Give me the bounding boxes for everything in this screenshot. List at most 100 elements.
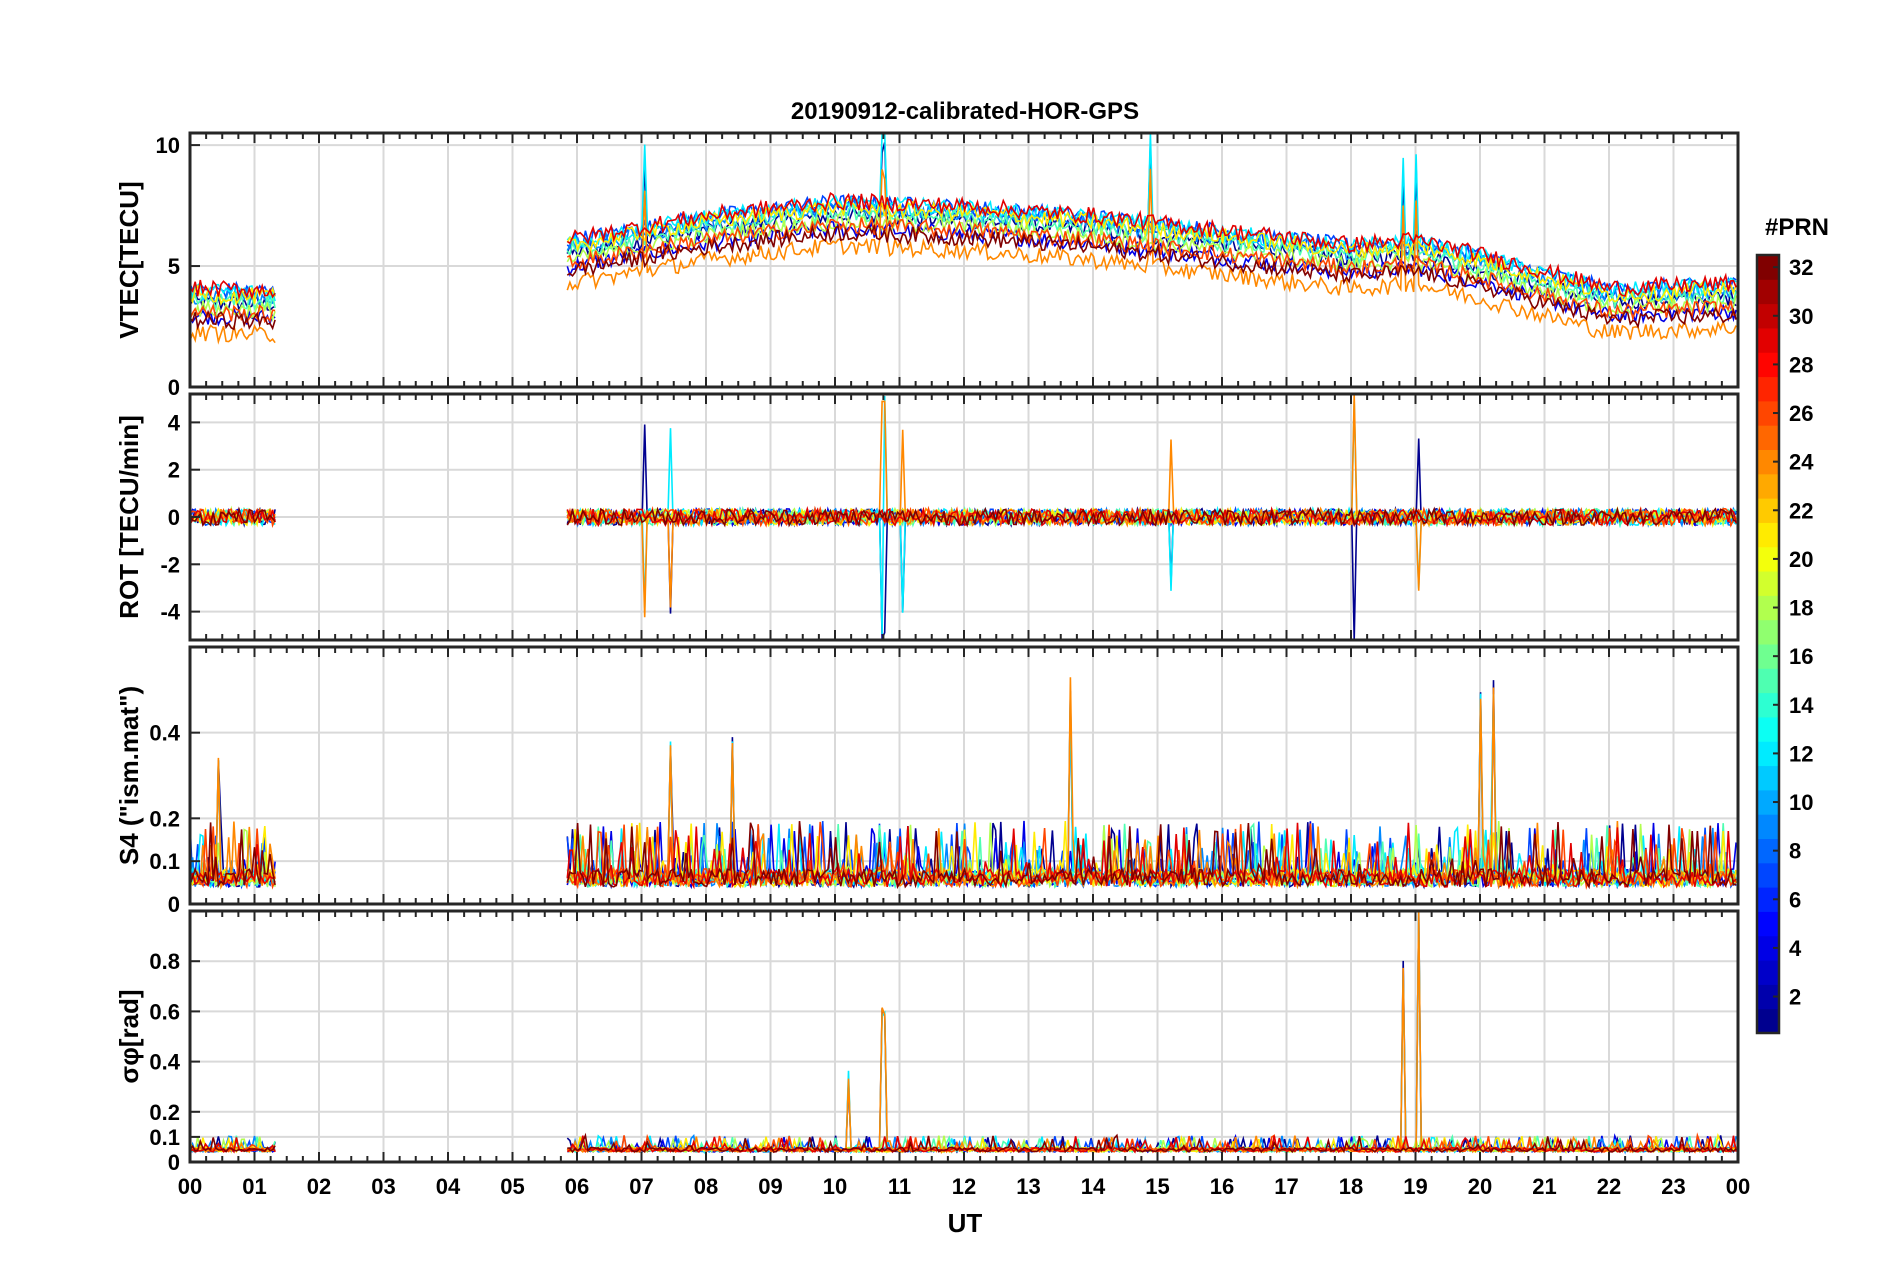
series-vtec [189,132,1737,345]
y-tick-label: 0.2 [149,1100,180,1125]
y-tick-label: 2 [168,458,180,483]
y-tick-label: 4 [168,410,181,435]
prn-32-trace [189,506,276,527]
colorbar-band [1757,668,1779,694]
series-rot [189,393,1737,641]
prn-32-trace [189,822,276,889]
colorbar-band [1757,498,1779,523]
panel-vtec: 0 5 10 VTEC[TECU] [114,131,1740,400]
colorbar-tick-label: 26 [1789,401,1813,426]
y-tick-label: -4 [160,600,180,625]
y-axis-label-s4: S4 ("ism.mat") [114,686,144,865]
colorbar-band [1757,814,1779,839]
x-tick-label: 00 [178,1174,202,1199]
x-tick-label: 01 [242,1174,266,1199]
colorbar-band [1757,911,1779,937]
x-tick-label: 22 [1597,1174,1621,1199]
panel-rot: -4 -2 0 2 4 ROT [TECU/min] [114,392,1740,642]
y-tick-label: -2 [160,552,180,577]
colorbar-band [1757,887,1779,912]
colorbar-band [1757,619,1779,645]
colorbar-band [1757,595,1779,621]
chart-title: 20190912-calibrated-HOR-GPS [791,98,1139,125]
panel-sigma_phi: 00.10.2 0.4 0.6 0.8σφ[rad] 00 01 02 03 04 05 06 07 0… [114,909,1750,1199]
x-tick-label: 23 [1661,1174,1685,1199]
y-tick-label: 0 [168,1150,180,1175]
x-tick-label: 09 [758,1174,782,1199]
colorbar-tick-label: 8 [1789,839,1801,864]
y-tick-label: 0 [168,375,180,400]
x-tick-label: 05 [500,1174,524,1199]
colorbar-tick-label: 10 [1789,790,1813,815]
x-tick-label: 02 [307,1174,331,1199]
prn-21-trace [566,820,1737,890]
x-tick-label: 16 [1210,1174,1234,1199]
prn-32-trace [189,1137,276,1153]
x-tick-label: 17 [1274,1174,1298,1199]
colorbar-band [1757,400,1779,426]
y-tick-label: 0.6 [149,999,180,1024]
colorbar-tick-label: 14 [1789,693,1814,718]
prn-26-trace [189,302,276,324]
x-axis-label: UT [948,1208,983,1238]
colorbar-tick-label: 4 [1789,936,1802,961]
y-tick-label: 0 [168,505,180,530]
colorbar-label: #PRN [1765,214,1829,241]
y-tick-label: 0.1 [149,1125,180,1150]
y-tick-label: 0.1 [149,849,180,874]
colorbar-band [1757,984,1779,1010]
x-tick-label: 12 [952,1174,976,1199]
colorbar-band [1757,303,1779,329]
prn-21-trace [189,284,276,307]
x-tick-label: 13 [1016,1174,1040,1199]
x-tick-label: 06 [565,1174,589,1199]
prn-26-trace [566,821,1737,890]
prn-32-trace [566,821,1737,890]
prn-32-trace [189,309,276,331]
colorbar-band [1757,522,1779,548]
series-sigma_phi [189,910,1737,1155]
y-tick-label: 0 [168,892,180,917]
colorbar-band [1757,838,1779,864]
x-tick-label: 21 [1532,1174,1556,1199]
colorbar-band [1757,571,1779,596]
x-tick-label: 04 [436,1174,461,1199]
colorbar-band [1757,692,1779,718]
y-tick-label: 0.4 [149,1050,180,1075]
colorbar-band [1757,473,1779,499]
colorbar-frame [1755,253,1781,1035]
colorbar-band [1757,327,1779,353]
x-tick-label: 18 [1339,1174,1363,1199]
series-s4 [189,677,1737,890]
colorbar-band [1757,960,1779,985]
prn-29-trace [189,507,276,526]
colorbar-tick-label: 32 [1789,255,1813,280]
colorbar-band [1757,279,1779,305]
colorbar-band [1757,765,1779,791]
y-tick-label: 10 [156,133,180,158]
x-tick-label: 14 [1081,1174,1106,1199]
colorbar-band [1757,546,1779,572]
prn-29-trace [566,191,1737,297]
colorbar-band [1757,425,1779,450]
colorbar-tick-label: 18 [1789,596,1813,621]
colorbar-tick-label: 28 [1789,352,1813,377]
prn-32-trace [566,223,1737,329]
colorbar-band [1757,741,1779,767]
colorbar-tick-label: 20 [1789,547,1813,572]
y-tick-label: 5 [168,254,180,279]
prn-12-trace [566,132,1737,299]
colorbar-band [1757,789,1779,815]
x-tick-label: 20 [1468,1174,1492,1199]
panel-s4: 0 0.1 0.2 0.4S4 ("ism.mat") [114,645,1740,917]
colorbar-band [1757,255,1779,280]
y-axis-label-vtec: VTEC[TECU] [114,181,144,338]
colorbar-band [1757,644,1779,669]
x-tick-label: 11 [888,1174,911,1199]
colorbar-band [1757,862,1779,888]
prn-15-trace [189,291,276,312]
x-tick-label: 19 [1403,1174,1427,1199]
